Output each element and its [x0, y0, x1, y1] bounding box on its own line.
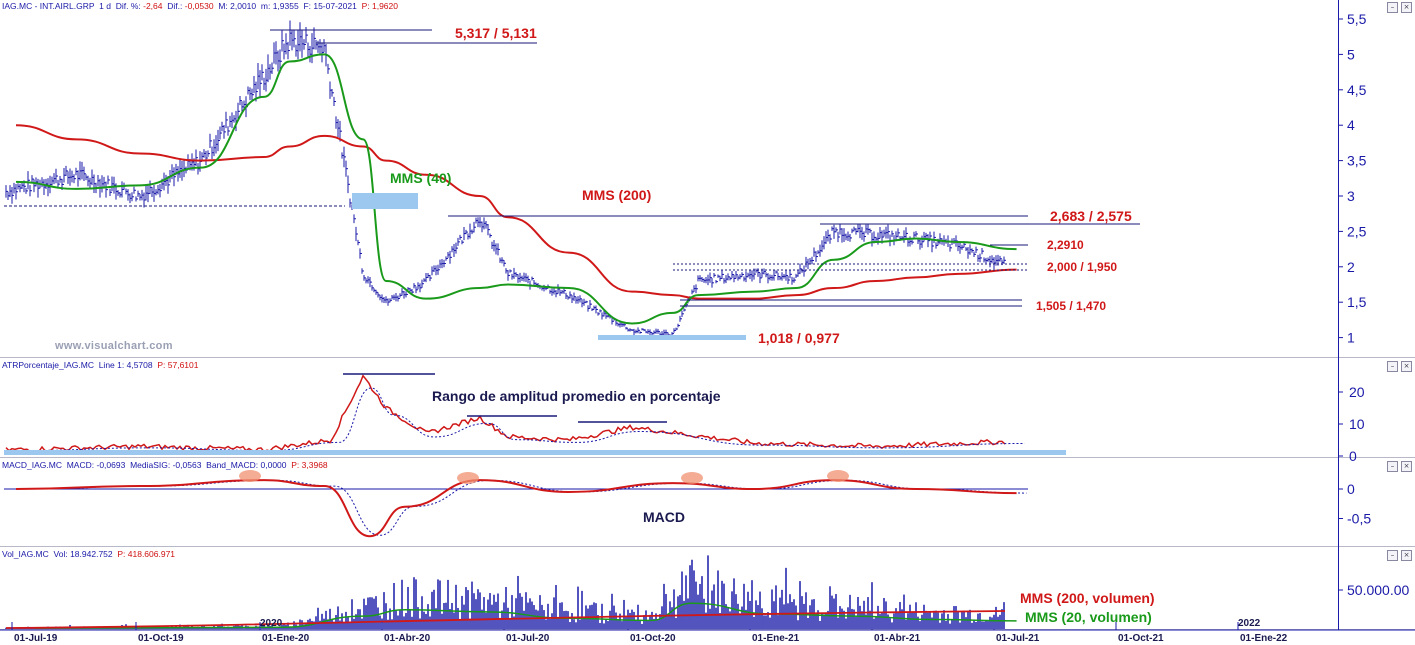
- atr-y-tick-label: 0: [1349, 448, 1357, 464]
- x-tick-label: 01-Abr-21: [874, 633, 921, 644]
- atr-y-tick-label: 20: [1349, 384, 1365, 400]
- annotation-r4: 1,505 / 1,470: [1036, 299, 1106, 313]
- watermark: www.visualchart.com: [55, 340, 173, 352]
- vol-mms200-line: [5, 610, 1006, 629]
- annotation-high: 5,317 / 5,131: [455, 25, 537, 41]
- price-y-tick-label: 4,5: [1347, 82, 1367, 98]
- atr-header: ATRPorcentaje_IAG.MC Line 1: 4,5708 P: 5…: [2, 360, 199, 370]
- mms200-line: [15, 124, 1017, 300]
- x-tick-label: 01-Oct-20: [630, 633, 676, 644]
- right-axis-line: [1338, 0, 1339, 630]
- minimize-icon[interactable]: –: [1387, 361, 1398, 372]
- price-y-tick-label: 2,5: [1347, 223, 1367, 239]
- minimize-icon[interactable]: –: [1387, 2, 1398, 13]
- x-year-label: 2020: [260, 618, 283, 629]
- atr-y-tick-label: 10: [1349, 416, 1365, 432]
- atr-baseline-band: [4, 450, 1066, 455]
- price-bars: [5, 20, 1006, 338]
- annotation-mms200: MMS (200): [582, 187, 651, 203]
- x-tick-label: 01-Abr-20: [384, 633, 431, 644]
- close-icon[interactable]: ×: [1401, 550, 1412, 561]
- macd-peak-marker: [827, 470, 849, 482]
- mms40-line: [15, 53, 1017, 325]
- x-tick-label: 01-Jul-21: [996, 633, 1040, 644]
- x-year-label: 2022: [1238, 618, 1261, 629]
- x-tick-label: 01-Ene-20: [262, 633, 310, 644]
- price-panel: IAG.MC - INT.AIRL.GRP 1 d Dif. %: -2,64 …: [0, 1, 1415, 358]
- price-y-tick-label: 5,5: [1347, 11, 1367, 27]
- price-y-tick-label: 2: [1347, 259, 1355, 275]
- price-window-buttons: – ×: [1387, 2, 1412, 13]
- price-y-tick-label: 3: [1347, 188, 1355, 204]
- annotation-r1: 2,683 / 2,575: [1050, 208, 1132, 224]
- x-tick-label: 01-Ene-22: [1240, 633, 1288, 644]
- vol-y-tick-label: 50.000.00: [1347, 582, 1409, 598]
- close-icon[interactable]: ×: [1401, 461, 1412, 472]
- volume-window-buttons: – ×: [1387, 550, 1412, 561]
- price-y-tick-label: 5: [1347, 46, 1355, 62]
- price-y-tick-label: 1,5: [1347, 294, 1367, 310]
- macd-panel: MACD_IAG.MC MACD: -0,0693 MediaSIG: -0,0…: [0, 459, 1415, 547]
- support-zone-low: [598, 335, 746, 340]
- macd-y-tick-label: -0,5: [1347, 511, 1371, 527]
- atr-window-buttons: – ×: [1387, 361, 1412, 372]
- price-header: IAG.MC - INT.AIRL.GRP 1 d Dif. %: -2,64 …: [2, 1, 398, 11]
- macd-y-tick-label: 0: [1347, 481, 1355, 497]
- macd-window-buttons: – ×: [1387, 461, 1412, 472]
- minimize-icon[interactable]: –: [1387, 461, 1398, 472]
- annotation-low: 1,018 / 0,977: [758, 330, 840, 346]
- annotation-mms40: MMS (40): [390, 170, 451, 186]
- x-tick-label: 01-Ene-21: [752, 633, 800, 644]
- vol-annotation-200: MMS (200, volumen): [1020, 590, 1155, 606]
- annotation-r2: 2,2910: [1047, 238, 1084, 252]
- macd-header: MACD_IAG.MC MACD: -0,0693 MediaSIG: -0,0…: [2, 460, 328, 470]
- x-tick-label: 01-Oct-21: [1118, 633, 1164, 644]
- support-zone-1: [352, 193, 418, 209]
- volume-header: Vol_IAG.MC Vol: 18.942.752 P: 418.606.97…: [2, 549, 176, 559]
- close-icon[interactable]: ×: [1401, 2, 1412, 13]
- macd-peak-marker: [681, 472, 703, 484]
- vol-annotation-20: MMS (20, volumen): [1025, 609, 1152, 625]
- atr-panel: ATRPorcentaje_IAG.MC Line 1: 4,5708 P: 5…: [0, 359, 1415, 458]
- macd-peak-marker: [457, 472, 479, 484]
- macd-peak-marker: [239, 470, 261, 482]
- volume-bars: [5, 555, 1005, 629]
- x-tick-label: 01-Jul-19: [14, 633, 58, 644]
- price-y-tick-label: 3,5: [1347, 153, 1367, 169]
- atr-annotation: Rango de amplitud promedio en porcentaje: [432, 388, 721, 404]
- price-y-tick-label: 4: [1347, 117, 1355, 133]
- close-icon[interactable]: ×: [1401, 361, 1412, 372]
- price-y-tick-label: 1: [1347, 330, 1355, 346]
- x-tick-label: 01-Jul-20: [506, 633, 550, 644]
- x-tick-label: 01-Oct-19: [138, 633, 184, 644]
- minimize-icon[interactable]: –: [1387, 550, 1398, 561]
- macd-annotation: MACD: [643, 509, 685, 525]
- annotation-r3: 2,000 / 1,950: [1047, 260, 1117, 274]
